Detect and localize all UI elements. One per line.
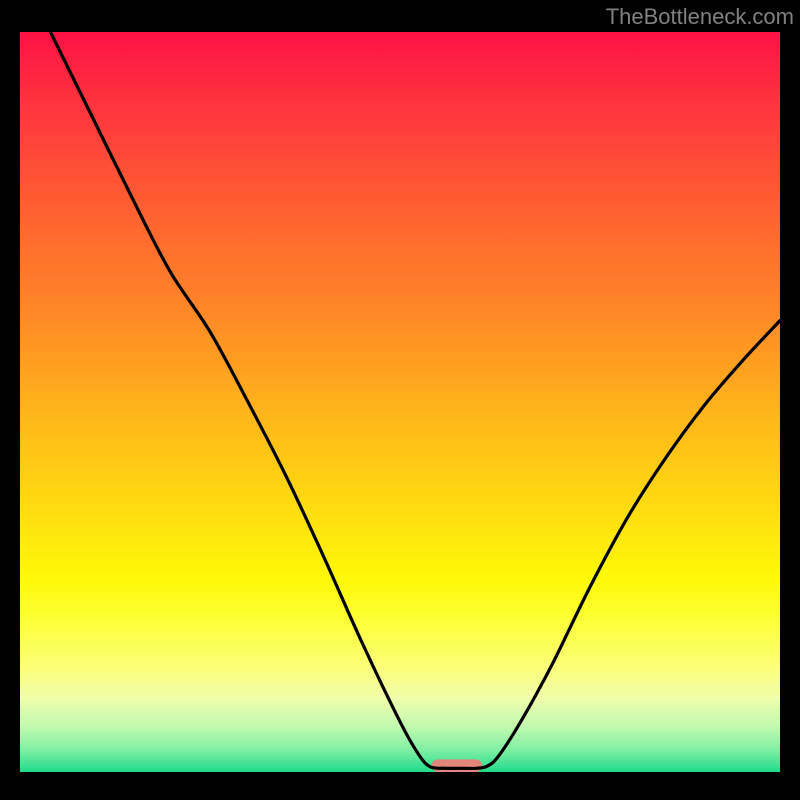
bottleneck-marker: [432, 759, 482, 772]
watermark-text: TheBottleneck.com: [606, 4, 794, 30]
plot-background: [20, 32, 780, 772]
plot-area: [20, 32, 780, 772]
chart-svg: [0, 0, 800, 800]
chart-stage: TheBottleneck.com: [0, 0, 800, 800]
